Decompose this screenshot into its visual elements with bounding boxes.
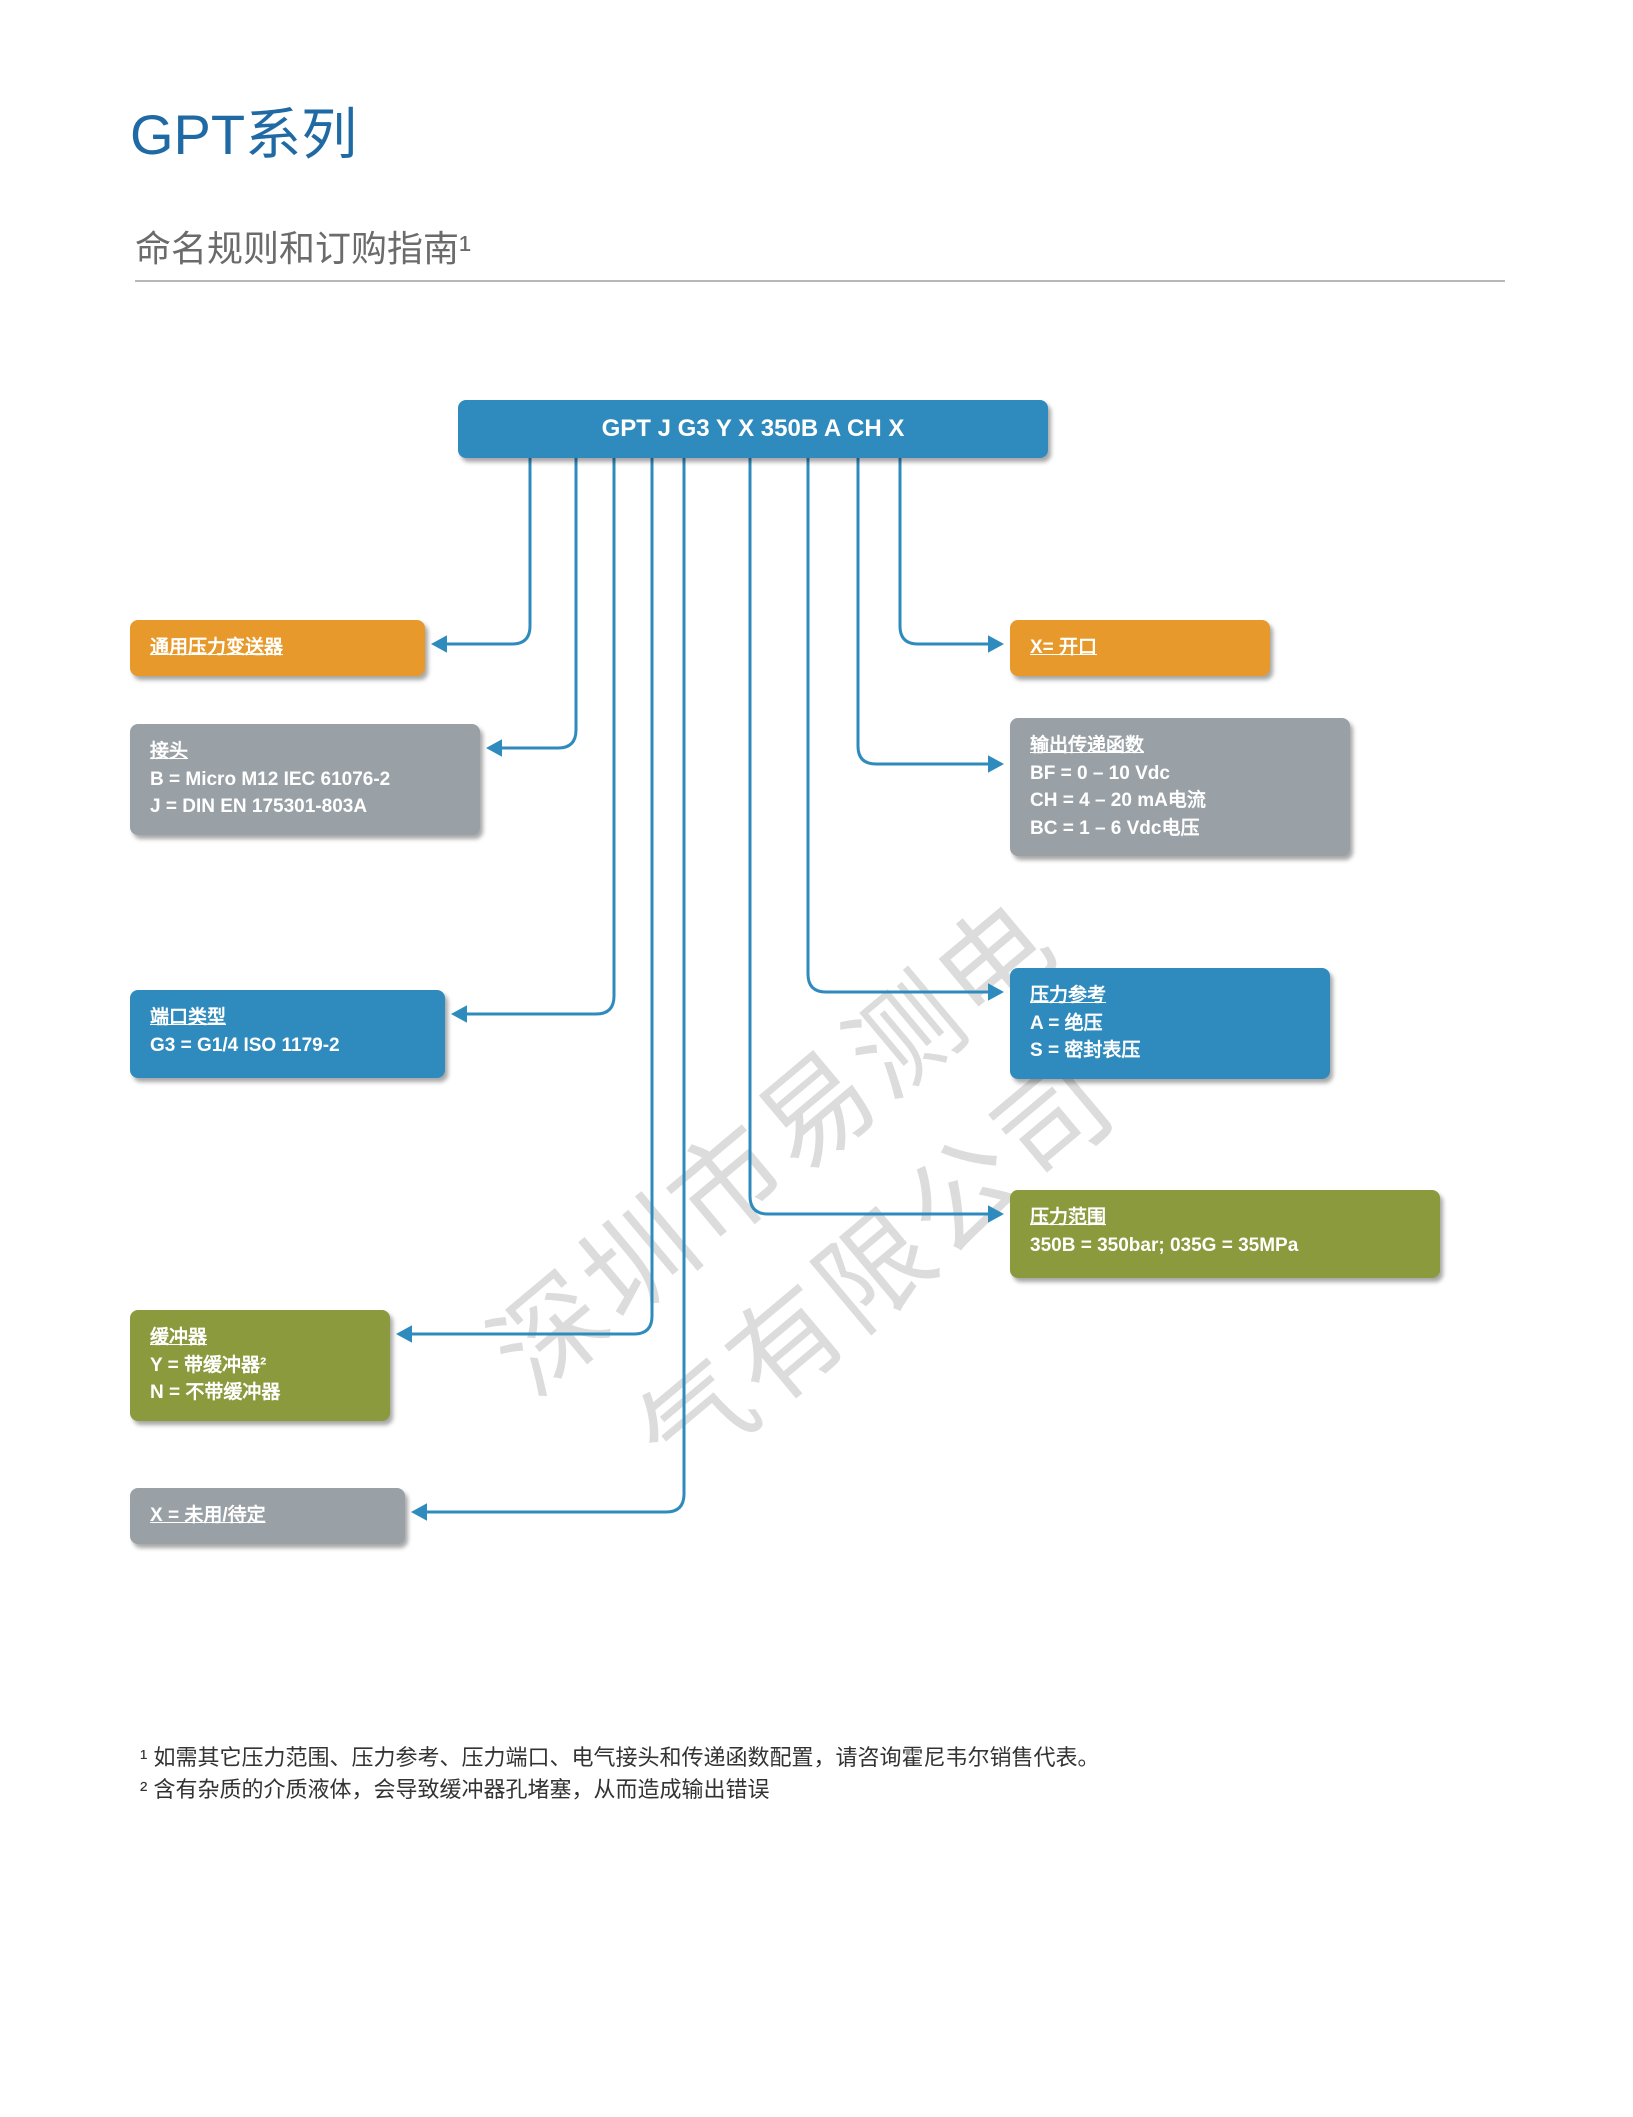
page-title: GPT系列	[130, 90, 357, 171]
part-number-text: GPT J G3 Y X 350B A CH X	[602, 415, 905, 442]
left-box-gpt: 通用压力变送器	[130, 620, 425, 676]
right-box-pref: 压力参考A = 绝压S = 密封表压	[1010, 968, 1330, 1079]
pref-line: S = 密封表压	[1030, 1037, 1310, 1065]
divider	[135, 280, 1505, 282]
right-box-prng: 压力范围350B = 350bar; 035G = 35MPa	[1010, 1190, 1440, 1278]
conn-line: B = Micro M12 IEC 61076-2	[150, 766, 460, 794]
left-box-port: 端口类型G3 = G1/4 ISO 1179-2	[130, 990, 445, 1078]
conn-line: J = DIN EN 175301-803A	[150, 793, 460, 821]
left-box-conn: 接头B = Micro M12 IEC 61076-2J = DIN EN 17…	[130, 724, 480, 835]
footnote: ² 含有杂质的介质液体，会导致缓冲器孔堵塞，从而造成输出错误	[140, 1772, 769, 1804]
left-box-snub: 缓冲器Y = 带缓冲器²N = 不带缓冲器	[130, 1310, 390, 1421]
pref-title: 压力参考	[1030, 982, 1310, 1010]
snub-line: N = 不带缓冲器	[150, 1379, 370, 1407]
footnote: ¹ 如需其它压力范围、压力参考、压力端口、电气接头和传递函数配置，请咨询霍尼韦尔…	[140, 1740, 1099, 1772]
prng-line: 350B = 350bar; 035G = 35MPa	[1030, 1232, 1420, 1260]
page-subtitle: 命名规则和订购指南¹	[135, 220, 471, 272]
xopen-title: X= 开口	[1030, 634, 1250, 662]
xund-title: X = 未用/待定	[150, 1502, 385, 1530]
pref-line: A = 绝压	[1030, 1010, 1310, 1038]
snub-line: Y = 带缓冲器²	[150, 1352, 370, 1380]
snub-title: 缓冲器	[150, 1324, 370, 1352]
outfn-title: 输出传递函数	[1030, 732, 1330, 760]
conn-title: 接头	[150, 738, 460, 766]
port-line: G3 = G1/4 ISO 1179-2	[150, 1032, 425, 1060]
outfn-line: BC = 1 – 6 Vdc电压	[1030, 815, 1330, 843]
left-box-xund: X = 未用/待定	[130, 1488, 405, 1544]
port-title: 端口类型	[150, 1004, 425, 1032]
prng-title: 压力范围	[1030, 1204, 1420, 1232]
part-number-box: GPT J G3 Y X 350B A CH X	[458, 400, 1048, 458]
outfn-line: CH = 4 – 20 mA电流	[1030, 787, 1330, 815]
gpt-title: 通用压力变送器	[150, 634, 405, 662]
right-box-outfn: 输出传递函数BF = 0 – 10 VdcCH = 4 – 20 mA电流BC …	[1010, 718, 1350, 856]
outfn-line: BF = 0 – 10 Vdc	[1030, 760, 1330, 788]
right-box-xopen: X= 开口	[1010, 620, 1270, 676]
